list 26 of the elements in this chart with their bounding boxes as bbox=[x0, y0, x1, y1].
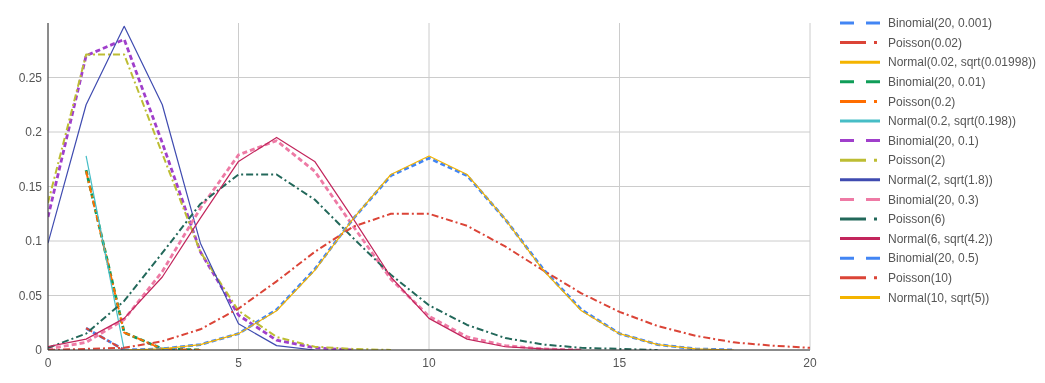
legend-label: Normal(6, sqrt(4.2)) bbox=[888, 231, 993, 246]
y-tick-label: 0.05 bbox=[18, 288, 43, 303]
legend-label: Poisson(0.02) bbox=[888, 35, 963, 50]
legend-label: Normal(0.2, sqrt(0.198)) bbox=[888, 114, 1017, 129]
legend-label: Binomial(20, 0.5) bbox=[888, 251, 979, 266]
legend-label: Normal(0.02, sqrt(0.01998)) bbox=[888, 55, 1037, 70]
y-tick-label: 0.25 bbox=[18, 70, 43, 85]
x-tick-label: 15 bbox=[612, 356, 627, 370]
legend-label: Poisson(10) bbox=[888, 271, 953, 285]
legend-label: Poisson(0.2) bbox=[888, 94, 956, 109]
x-tick-label: 20 bbox=[803, 356, 817, 370]
legend-label: Binomial(20, 0.3) bbox=[888, 192, 979, 207]
y-tick-label: 0 bbox=[35, 343, 43, 358]
legend-label: Binomial(20, 0.1) bbox=[888, 133, 979, 148]
legend-label: Poisson(2) bbox=[888, 153, 946, 168]
y-tick-label: 0.1 bbox=[25, 234, 43, 249]
legend-label: Poisson(6) bbox=[888, 212, 946, 227]
legend-label: Binomial(20, 0.01) bbox=[888, 75, 986, 89]
legend-label: Binomial(20, 0.001) bbox=[888, 16, 993, 31]
legend-label: Normal(10, sqrt(5)) bbox=[888, 290, 990, 305]
legend-label: Normal(2, sqrt(1.8)) bbox=[888, 173, 993, 187]
x-tick-label: 10 bbox=[422, 356, 436, 370]
x-tick-label: 0 bbox=[44, 356, 52, 370]
x-tick-label: 5 bbox=[235, 356, 243, 370]
y-tick-label: 0.15 bbox=[18, 179, 43, 194]
y-tick-label: 0.2 bbox=[25, 125, 43, 140]
